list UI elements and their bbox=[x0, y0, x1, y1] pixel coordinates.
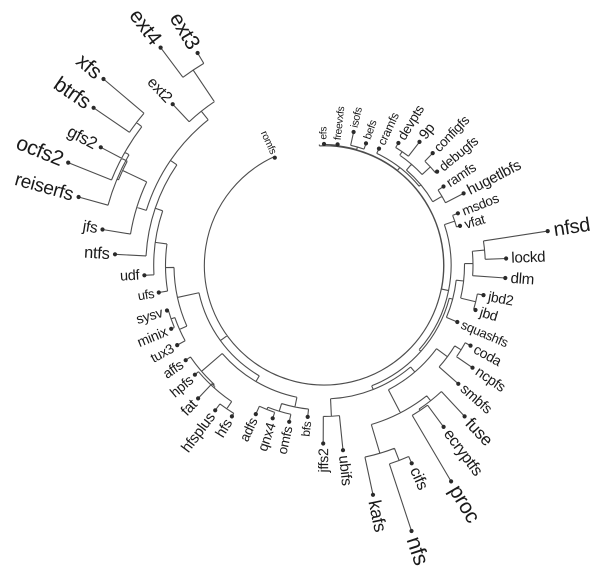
svg-text:jbd2: jbd2 bbox=[486, 288, 515, 309]
svg-text:freevxfs: freevxfs bbox=[333, 106, 348, 141]
svg-text:ufs: ufs bbox=[137, 286, 156, 304]
svg-text:jbd: jbd bbox=[477, 303, 500, 324]
svg-text:nfsd: nfsd bbox=[552, 214, 592, 241]
svg-text:ntfs: ntfs bbox=[84, 244, 110, 263]
svg-text:sysv: sysv bbox=[134, 304, 164, 327]
svg-text:ubifs: ubifs bbox=[335, 455, 355, 487]
svg-text:udf: udf bbox=[120, 268, 141, 285]
svg-text:omfs: omfs bbox=[275, 424, 296, 455]
svg-text:efs: efs bbox=[319, 127, 330, 140]
svg-text:dlm: dlm bbox=[510, 270, 535, 289]
svg-text:jffs2: jffs2 bbox=[315, 448, 331, 474]
svg-text:lockd: lockd bbox=[511, 249, 546, 267]
svg-text:vfat: vfat bbox=[463, 211, 487, 231]
svg-text:jfs: jfs bbox=[81, 218, 100, 237]
svg-text:bfs: bfs bbox=[299, 420, 315, 437]
svg-text:isofs: isofs bbox=[349, 105, 365, 129]
